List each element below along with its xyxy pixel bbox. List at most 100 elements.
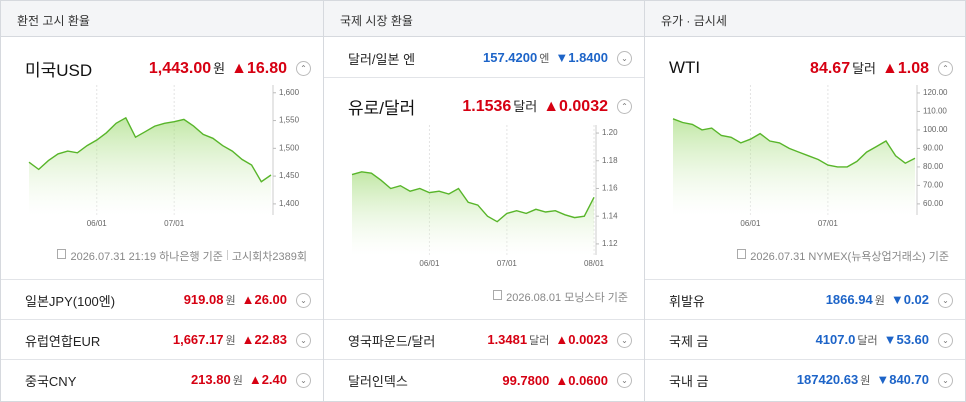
toggle-button[interactable]: ⌄	[617, 372, 632, 388]
quote: 1,443.00 원 ▲16.80	[149, 58, 287, 78]
quote: 99.7800 ▲0.0600	[502, 373, 608, 388]
change: ▼1.8400	[555, 50, 608, 65]
change: ▼840.70	[876, 372, 929, 387]
line	[351, 171, 595, 223]
footnote-text: 2026.07.31 NYMEX(뉴욕상업거래소) 기준	[750, 251, 949, 263]
quote: 4107.0 달러 ▼53.60	[816, 332, 929, 348]
toggle-button[interactable]: ⌄	[617, 332, 632, 348]
unit: 달러	[513, 99, 538, 114]
item-name: 국제 금	[669, 333, 709, 349]
quote-row: 국제 금 4107.0 달러 ▼53.60 ⌄	[645, 321, 965, 359]
y-tick-label: 120.00	[923, 88, 948, 97]
toggle-button[interactable]: ⌃	[938, 60, 953, 76]
item-name: 일본JPY(100엔)	[25, 293, 116, 309]
unit: 원	[860, 375, 871, 387]
unit: 원	[225, 335, 236, 347]
price: 1866.94	[825, 292, 873, 307]
unit: 원	[232, 375, 243, 387]
footnote-text: 2026.07.31 21:19 하나은행 기준	[70, 251, 223, 263]
quote: 1866.94 원 ▼0.02	[826, 292, 929, 308]
item-name: 휘발유	[669, 293, 705, 309]
quote: 213.80 원 ▲2.40	[191, 372, 287, 388]
quote-row: 휘발유 1866.94 원 ▼0.02 ⌄	[645, 281, 965, 319]
price: 1,667.17	[172, 332, 224, 347]
toggle-button[interactable]: ⌄	[296, 372, 311, 388]
item-name: WTI	[669, 58, 701, 77]
doc-icon	[493, 290, 503, 300]
doc-icon	[57, 249, 67, 259]
toggle-button[interactable]: ⌄	[296, 332, 311, 348]
change: ▲1.08	[882, 60, 929, 77]
footnote: 2026.07.31 21:19 하나은행 기준 고시회차2389회	[57, 248, 307, 264]
change: ▲16.80	[231, 60, 287, 77]
quote-row: 국내 금 187420.63 원 ▼840.70 ⌄	[645, 361, 965, 399]
y-tick-label: 1,500	[279, 143, 300, 152]
price: 84.67	[810, 60, 851, 77]
mini-chart: 1.12 1.14 1.16 1.18 1.20 06/01 07/01 08/01	[351, 125, 618, 268]
y-tick-label: 100.00	[923, 125, 948, 134]
y-tick-label: 90.00	[923, 144, 944, 153]
price: 99.7800	[502, 372, 550, 388]
price: 4107.0	[815, 332, 856, 347]
x-tick-label: 07/01	[818, 219, 839, 228]
y-tick-label: 1.18	[602, 156, 618, 165]
divider	[1, 359, 323, 360]
headline: WTI 84.67 달러 ▲1.08 ⌃	[645, 53, 965, 83]
x-tick-label: 06/01	[419, 259, 440, 268]
unit: 달러	[529, 335, 550, 347]
change: ▲0.0032	[543, 98, 608, 115]
unit: 엔	[539, 53, 550, 65]
change: ▲26.00	[241, 292, 287, 307]
item-name: 달러/일본 엔	[348, 51, 416, 67]
divider	[1, 279, 323, 280]
toggle-button[interactable]: ⌄	[617, 50, 632, 66]
toggle-button[interactable]: ⌄	[938, 332, 953, 348]
x-tick-label: 08/01	[584, 259, 605, 268]
y-tick-label: 1.12	[602, 239, 618, 248]
x-tick-label: 07/01	[164, 219, 185, 228]
toggle-button[interactable]: ⌄	[938, 292, 953, 308]
divider	[1, 319, 323, 320]
change: ▲2.40	[248, 372, 287, 387]
item-name: 영국파운드/달러	[348, 333, 436, 349]
y-tick-label: 1.14	[602, 211, 618, 220]
y-tick-label: 1.16	[602, 184, 618, 193]
x-tick-label: 06/01	[87, 219, 108, 228]
change: ▲0.0600	[555, 372, 608, 388]
toggle-button[interactable]: ⌃	[296, 60, 311, 76]
price: 1.3481	[487, 332, 528, 347]
footnote-text: 고시회차2389회	[231, 251, 307, 263]
x-tick-label: 07/01	[497, 259, 518, 268]
headline: 유로/달러 1.1536 달러 ▲0.0032 ⌃	[324, 91, 644, 121]
item-name: 국내 금	[669, 373, 709, 389]
footnote: 2026.08.01 모닝스타 기준	[493, 289, 628, 305]
toggle-button[interactable]: ⌄	[296, 292, 311, 308]
panel-title: 유가 · 금시세	[645, 1, 965, 37]
price: 1.1536	[462, 98, 512, 115]
divider	[324, 319, 644, 320]
headline: 미국USD 1,443.00 원 ▲16.80 ⌃	[1, 53, 323, 83]
price: 187420.63	[796, 372, 859, 387]
mini-chart: 1,400 1,450 1,500 1,550 1,600 06/01 07/01	[28, 85, 300, 228]
panel-title: 환전 고시 환율	[1, 1, 323, 37]
separator	[226, 250, 228, 260]
divider	[645, 279, 965, 280]
toggle-button[interactable]: ⌃	[617, 98, 632, 114]
toggle-button[interactable]: ⌄	[938, 372, 953, 388]
change: ▲0.0023	[555, 332, 608, 347]
unit: 원	[225, 295, 236, 307]
footnote-text: 2026.08.01 모닝스타 기준	[506, 292, 628, 304]
quote: 157.4200 엔 ▼1.8400	[483, 50, 608, 66]
y-tick-label: 1,450	[279, 171, 300, 180]
area	[29, 117, 271, 215]
y-tick-label: 1,550	[279, 116, 300, 125]
quote-row: 일본JPY(100엔) 919.08 원 ▲26.00 ⌄	[1, 281, 323, 319]
item-name: 중국CNY	[25, 373, 77, 389]
unit: 원	[874, 295, 885, 307]
quote: 1,667.17 원 ▲22.83	[173, 332, 287, 348]
mini-chart: 60.00 70.00 80.00 90.00 100.00 110.00 120.00 06…	[672, 85, 948, 228]
unit: 달러	[852, 61, 877, 76]
unit: 원	[213, 61, 226, 76]
quote: 1.3481 달러 ▲0.0023	[487, 332, 608, 348]
line	[28, 116, 272, 183]
